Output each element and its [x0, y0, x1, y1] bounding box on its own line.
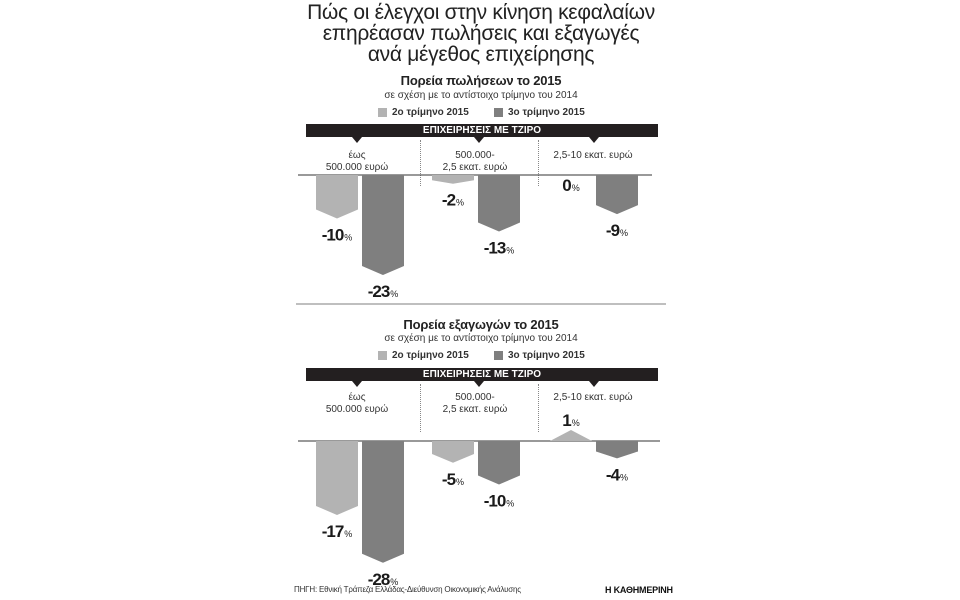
sales-legend-q2: 2ο τρίμηνο 2015 — [378, 107, 469, 118]
sales-value-label: -2% — [442, 191, 464, 210]
exports-group-divider — [538, 384, 539, 432]
group-label-line: 2,5-10 εκατ. ευρώ — [553, 150, 633, 161]
sales-value-label: -23% — [368, 282, 399, 301]
sales-bar-q3 — [362, 175, 404, 276]
legend-label: 2ο τρίμηνο 2015 — [392, 350, 469, 361]
exports-legend-q2: 2ο τρίμηνο 2015 — [378, 350, 469, 361]
brand-logo: Η ΚΑΘΗΜΕΡΙΝΗ — [605, 585, 673, 595]
group-label-line: 2,5-10 εκατ. ευρώ — [553, 392, 633, 403]
legend-label: 2ο τρίμηνο 2015 — [392, 107, 469, 118]
sales-legend-q3: 3ο τρίμηνο 2015 — [494, 107, 585, 118]
exports-value-label: -4% — [606, 465, 628, 484]
exports-value-label: -17% — [322, 522, 353, 541]
exports-group-label-medium: 500.000- 2,5 εκατ. ευρώ — [420, 392, 530, 416]
legend-swatch-q2 — [378, 351, 387, 360]
group-label-line: 500.000 ευρώ — [325, 162, 389, 173]
legend-swatch-q3 — [494, 108, 503, 117]
sales-value-label: -13% — [484, 239, 515, 258]
panel-separator — [296, 303, 666, 305]
sales-group-marker — [352, 137, 362, 143]
sales-group-label-medium: 500.000- 2,5 εκατ. ευρώ — [420, 150, 530, 174]
sales-bar-q2 — [432, 175, 474, 184]
exports-value-label: -28% — [368, 570, 399, 589]
sales-group-marker — [589, 137, 599, 143]
exports-bar-q2 — [432, 441, 474, 463]
sales-group-label-small: έως 500.000 ευρώ — [302, 150, 412, 174]
exports-group-marker — [589, 381, 599, 387]
sales-group-marker — [474, 137, 484, 143]
sales-group-divider — [420, 140, 421, 186]
exports-group-divider — [420, 384, 421, 432]
sales-panel-subtitle: σε σχέση με το αντίστοιχο τρίμηνο του 20… — [384, 90, 578, 101]
sales-value-label: 0% — [562, 176, 579, 195]
exports-bar-q3 — [478, 441, 520, 485]
source-note: ΠΗΓΗ: Εθνική Τράπεζα Ελλάδας-Διεύθυνση Ο… — [294, 585, 521, 594]
exports-group-label-large: 2,5-10 εκατ. ευρώ — [538, 392, 648, 404]
exports-turnover-header: ΕΠΙΧΕΙΡΗΣΕΙΣ ΜΕ ΤΖΙΡΟ — [306, 368, 658, 381]
main-title-line: επηρέασαν πωλήσεις και εξαγωγές — [322, 22, 640, 45]
group-label-line: 500.000- — [455, 150, 495, 161]
sales-bar-q3 — [478, 175, 520, 232]
exports-group-label-small: έως 500.000 ευρώ — [302, 392, 412, 416]
group-label-line: έως — [348, 392, 366, 403]
sales-value-label: -10% — [322, 226, 353, 245]
group-label-line: 2,5 εκατ. ευρώ — [442, 404, 508, 415]
sales-group-label-large: 2,5-10 εκατ. ευρώ — [538, 150, 648, 162]
main-title-line: Πώς οι έλεγχοι στην κίνηση κεφαλαίων — [307, 1, 655, 24]
exports-value-label: 1% — [562, 411, 579, 430]
main-title: Πώς οι έλεγχοι στην κίνηση κεφαλαίων επη… — [296, 2, 666, 65]
group-label-line: έως — [348, 150, 366, 161]
exports-value-label: -10% — [484, 492, 515, 511]
exports-value-label: -5% — [442, 470, 464, 489]
exports-bar-q2 — [550, 430, 592, 441]
legend-swatch-q3 — [494, 351, 503, 360]
legend-label: 3ο τρίμηνο 2015 — [508, 350, 585, 361]
sales-bar-q3 — [596, 175, 638, 215]
exports-panel-title: Πορεία εξαγωγών το 2015 — [403, 317, 559, 332]
exports-bar-q2 — [316, 441, 358, 515]
group-label-line: 500.000- — [455, 392, 495, 403]
exports-bar-q3 — [596, 441, 638, 459]
legend-label: 3ο τρίμηνο 2015 — [508, 107, 585, 118]
legend-swatch-q2 — [378, 108, 387, 117]
sales-turnover-header: ΕΠΙΧΕΙΡΗΣΕΙΣ ΜΕ ΤΖΙΡΟ — [306, 124, 658, 137]
exports-group-marker — [352, 381, 362, 387]
exports-legend-q3: 3ο τρίμηνο 2015 — [494, 350, 585, 361]
sales-panel-title: Πορεία πωλήσεων το 2015 — [400, 73, 562, 88]
main-title-line: ανά μέγεθος επιχείρησης — [367, 43, 595, 66]
sales-bar-q2 — [316, 175, 358, 219]
group-label-line: 2,5 εκατ. ευρώ — [442, 162, 508, 173]
exports-panel-subtitle: σε σχέση με το αντίστοιχο τρίμηνο του 20… — [384, 333, 578, 344]
exports-group-marker — [474, 381, 484, 387]
sales-group-divider — [538, 140, 539, 186]
exports-bar-q3 — [362, 441, 404, 563]
sales-value-label: -9% — [606, 221, 628, 240]
group-label-line: 500.000 ευρώ — [325, 404, 389, 415]
